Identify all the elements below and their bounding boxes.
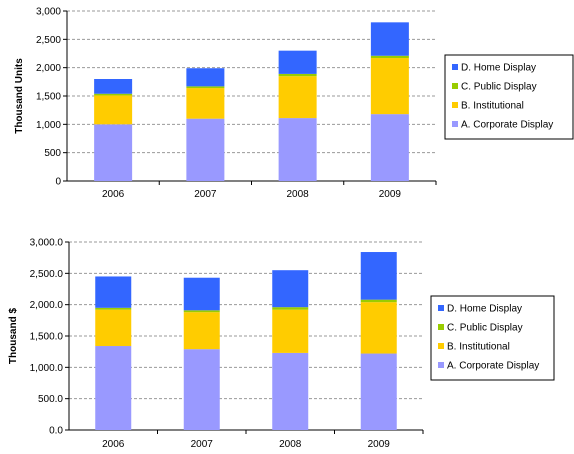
y-tick-label: 1,500.0: [30, 332, 64, 343]
x-tick-label: 2007: [194, 189, 217, 200]
y-tick-label: 2,000: [36, 63, 61, 74]
bar-corporate-2006: [95, 346, 132, 430]
bar-home-2008: [278, 50, 317, 74]
bar-corporate-2006: [94, 124, 133, 181]
legend: D. Home Display C. Public Display B. Insti…: [444, 54, 574, 140]
bar-corporate-2009: [370, 114, 409, 181]
bar-home-2006: [95, 276, 132, 308]
legend-swatch-home: [452, 64, 458, 70]
chart-2: 0.0 500.0 1,000.0 1,500.0 2,000.0 2,500.0 3,00…: [8, 238, 555, 450]
legend-label: B. Institutional: [461, 101, 524, 112]
chart-1: 0 500 1,000 1,500 2,000 2,500 3,000 2006 2007 200…: [14, 7, 574, 200]
y-tick-label: 3,000: [36, 7, 61, 18]
bar-corporate-2009: [360, 353, 397, 430]
bar-public-2006: [95, 307, 132, 310]
x-tick-label: 2007: [191, 439, 214, 450]
bar-institutional-2008: [272, 309, 309, 353]
legend-label: B. Institutional: [447, 342, 510, 353]
x-tick-label: 2006: [102, 189, 125, 200]
bar-home-2009: [370, 22, 409, 56]
y-tick-label: 500.0: [38, 394, 63, 405]
bar-home-2009: [360, 252, 397, 300]
y-tick-label: 0.0: [49, 426, 63, 437]
bar-corporate-2008: [278, 118, 317, 181]
y-tick-label: 2,500: [36, 35, 61, 46]
bar-corporate-2007: [183, 349, 220, 430]
x-tick-label: 2006: [102, 439, 125, 450]
bar-institutional-2006: [94, 95, 133, 125]
legend-label: C. Public Display: [447, 323, 523, 334]
legend-label: D. Home Display: [447, 304, 522, 315]
y-tick-label: 2,500.0: [30, 269, 64, 280]
bar-public-2008: [272, 307, 309, 310]
legend: D. Home Display C. Public Display B. Insti…: [430, 295, 555, 381]
legend-swatch-public: [438, 324, 444, 330]
bar-institutional-2007: [186, 88, 225, 119]
y-tick-label: 3,000.0: [30, 238, 64, 249]
bar-public-2009: [370, 55, 409, 59]
legend-swatch-home: [438, 305, 444, 311]
y-tick-label: 500: [44, 148, 61, 159]
legend-swatch-institutional: [452, 102, 458, 108]
legend-box: [444, 54, 574, 140]
y-tick-label: 1,000: [36, 120, 61, 131]
x-tick-label: 2009: [368, 439, 391, 450]
y-tick-label: 2,000.0: [30, 300, 64, 311]
bar-public-2008: [278, 73, 317, 77]
bar-institutional-2008: [278, 76, 317, 119]
bar-corporate-2008: [272, 352, 309, 430]
legend-label: A. Corporate Display: [447, 361, 539, 372]
bar-corporate-2007: [186, 118, 225, 181]
y-axis-title: Thousand $: [8, 308, 19, 365]
x-tick-label: 2009: [379, 189, 402, 200]
bar-home-2006: [94, 79, 133, 94]
y-tick-label: 1,000.0: [30, 363, 64, 374]
bar-public-2007: [183, 310, 220, 313]
legend-box: [430, 295, 555, 381]
legend-label: D. Home Display: [461, 63, 536, 74]
legend-label: C. Public Display: [461, 82, 537, 93]
bar-home-2007: [183, 277, 220, 311]
bar-home-2007: [186, 68, 225, 87]
legend-swatch-corporate: [452, 121, 458, 127]
bar-institutional-2007: [183, 312, 220, 350]
x-tick-label: 2008: [287, 189, 310, 200]
bar-institutional-2009: [360, 302, 397, 354]
bar-institutional-2009: [370, 58, 409, 115]
bar-public-2007: [186, 86, 225, 89]
legend-swatch-institutional: [438, 343, 444, 349]
legend-swatch-corporate: [438, 362, 444, 368]
bar-home-2008: [272, 270, 309, 308]
legend-swatch-public: [452, 83, 458, 89]
bar-public-2009: [360, 299, 397, 303]
bar-public-2006: [94, 93, 133, 96]
bar-institutional-2006: [95, 309, 132, 347]
legend-label: A. Corporate Display: [461, 120, 553, 131]
y-tick-label: 1,500: [36, 92, 61, 103]
y-axis-title: Thousand Units: [14, 58, 25, 134]
y-tick-label: 0: [55, 177, 61, 188]
x-tick-label: 2008: [279, 439, 302, 450]
